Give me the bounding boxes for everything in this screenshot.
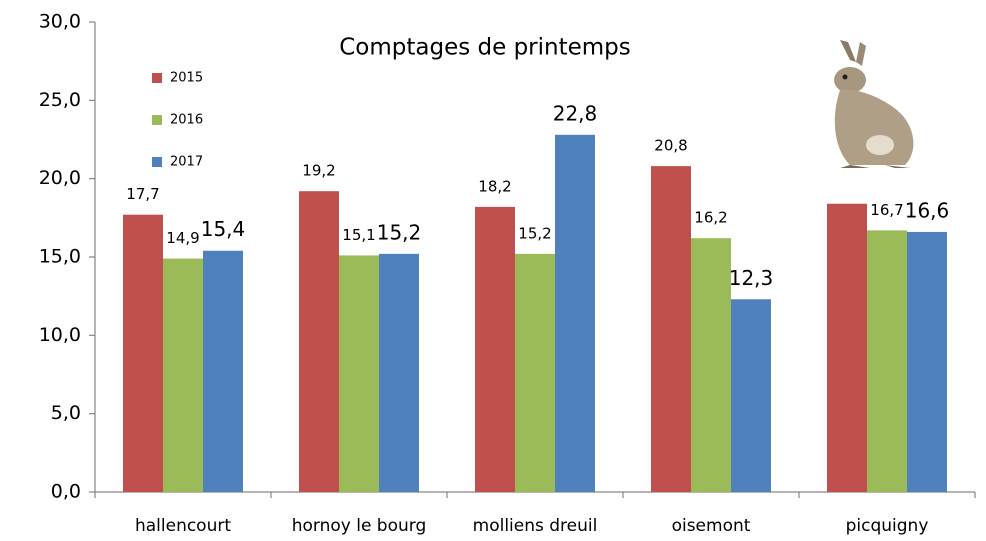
hare-illustration	[834, 40, 913, 168]
y-tick-label: 0,0	[51, 481, 81, 503]
bar	[555, 135, 595, 492]
value-label: 15,4	[201, 217, 246, 241]
y-tick-label: 20,0	[39, 167, 81, 189]
bar	[691, 238, 731, 492]
bar	[339, 255, 379, 492]
bar	[827, 204, 867, 492]
y-tick-label: 25,0	[39, 89, 81, 111]
chart-title: Comptages de printemps	[339, 35, 631, 61]
bar	[163, 259, 203, 492]
value-label: 15,2	[377, 220, 422, 244]
bar	[123, 215, 163, 492]
bar	[867, 230, 907, 492]
bar	[515, 254, 555, 492]
value-label: 15,1	[342, 226, 375, 244]
bar	[651, 166, 691, 492]
value-label: 19,2	[302, 162, 335, 180]
value-label: 15,2	[518, 224, 551, 242]
bar	[907, 232, 947, 492]
value-label: 14,9	[166, 229, 199, 247]
y-tick-label: 30,0	[39, 11, 81, 33]
value-label: 22,8	[553, 101, 598, 125]
bar	[731, 299, 771, 492]
value-label: 17,7	[126, 185, 159, 203]
value-label: 18,2	[478, 177, 511, 195]
chart: Comptages de printemps 0,0 5,0 10,0 15,0 20,…	[0, 0, 986, 541]
bar	[299, 191, 339, 492]
bar	[379, 254, 419, 492]
value-label: 16,7	[870, 201, 903, 219]
legend-label: 2016	[170, 113, 203, 128]
legend-swatch	[152, 73, 162, 83]
x-tick-label: oisemont	[672, 516, 751, 536]
bar	[203, 251, 243, 492]
x-tick-label: molliens dreuil	[473, 516, 598, 536]
bar	[475, 207, 515, 492]
y-tick-label: 15,0	[39, 246, 81, 268]
x-tick-label: picquigny	[846, 516, 929, 536]
x-tick-label: hallencourt	[135, 516, 231, 536]
legend-swatch	[152, 157, 162, 167]
value-label: 12,3	[729, 266, 774, 290]
x-tick-label: hornoy le bourg	[292, 516, 427, 536]
y-tick-label: 10,0	[39, 324, 81, 346]
y-tick-label: 5,0	[51, 402, 81, 424]
legend-label: 2017	[170, 155, 203, 170]
value-label: 16,6	[905, 198, 950, 222]
legend-swatch	[152, 115, 162, 125]
value-label: 16,2	[694, 209, 727, 227]
value-label: 20,8	[654, 137, 687, 155]
legend-label: 2015	[170, 71, 203, 86]
